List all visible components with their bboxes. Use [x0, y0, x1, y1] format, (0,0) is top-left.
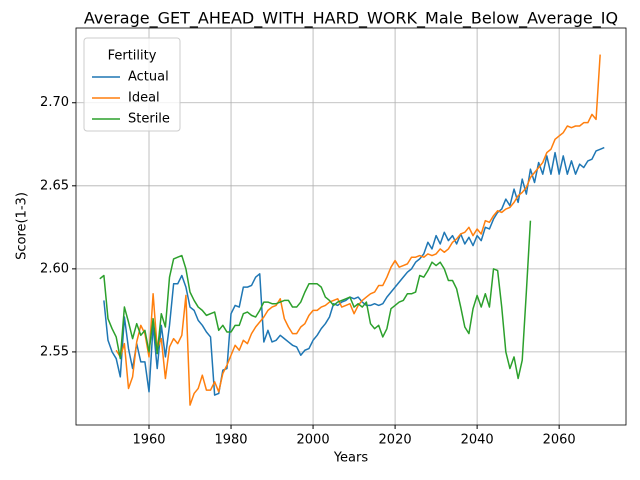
legend-label: Sterile — [128, 112, 170, 127]
data-line — [99, 220, 532, 380]
y-tick-label: 2.70 — [40, 95, 69, 110]
x-axis-label: Years — [333, 451, 369, 466]
x-tick-label: 2020 — [379, 433, 412, 448]
data-line — [115, 54, 601, 406]
plot-frame — [75, 27, 627, 426]
legend-box — [83, 37, 181, 132]
x-tick-label: 1960 — [132, 433, 165, 448]
legend-label: Ideal — [128, 91, 160, 106]
legend-label: Actual — [128, 70, 169, 85]
data-line — [103, 146, 605, 396]
x-tick-label: 2000 — [297, 433, 330, 448]
y-tick-label: 2.55 — [40, 344, 69, 359]
legend: Fertility Actual Ideal Sterile — [83, 37, 181, 132]
y-tick-label: 2.60 — [40, 261, 69, 276]
y-tick-label: 2.65 — [40, 178, 69, 193]
legend-title: Fertility — [108, 49, 157, 64]
x-tick-label: 1980 — [214, 433, 247, 448]
chart-title: Average_GET_AHEAD_WITH_HARD_WORK_Male_Be… — [84, 9, 618, 29]
x-tick-label: 2060 — [543, 433, 576, 448]
y-axis-label: Score(1-3) — [15, 192, 30, 260]
x-tick-label: 2040 — [461, 433, 494, 448]
